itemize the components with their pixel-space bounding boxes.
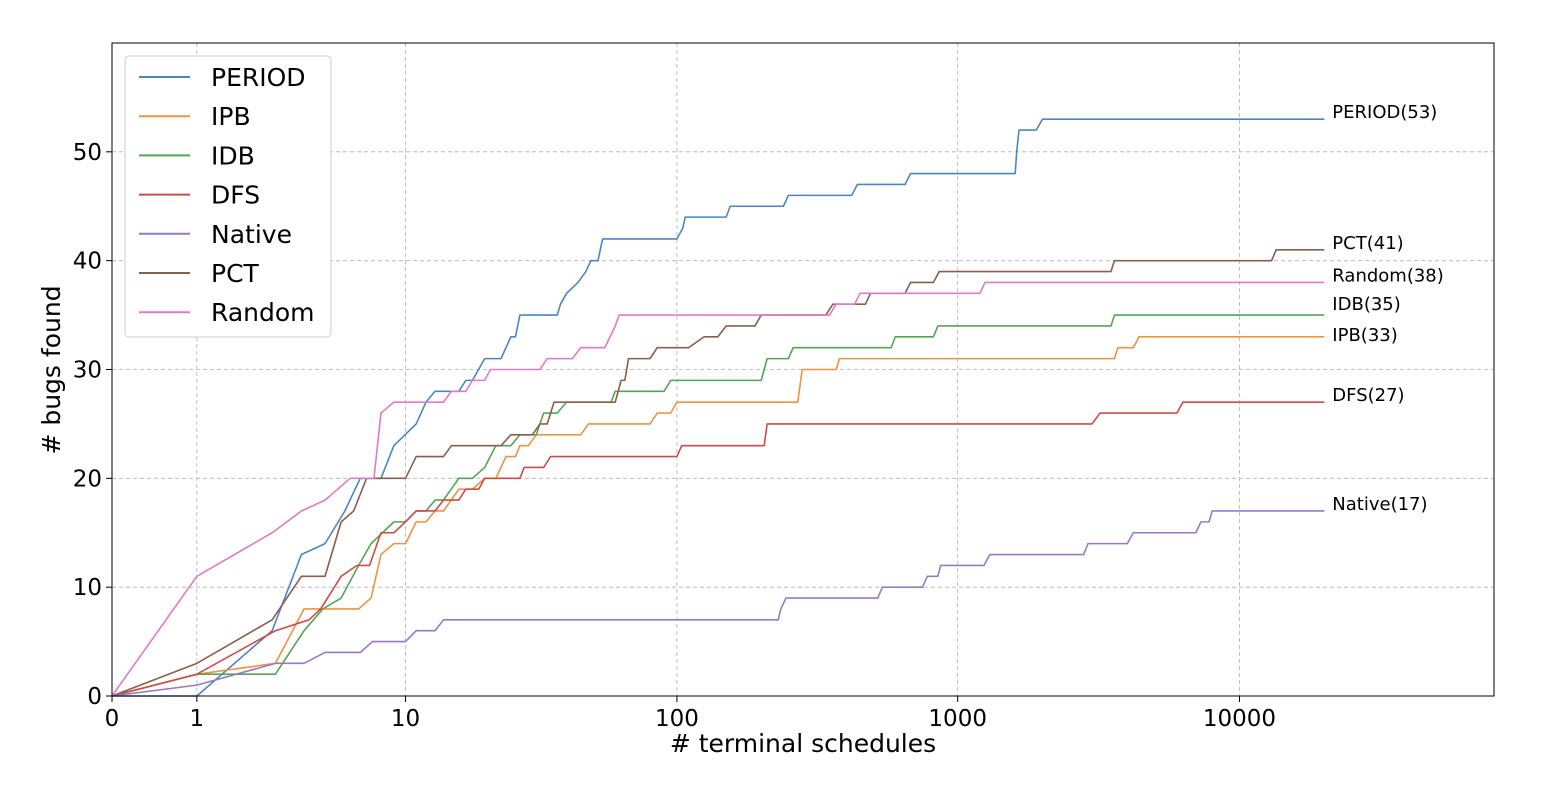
- legend-label-random: Random: [211, 298, 315, 327]
- y-tick-label: 10: [73, 575, 102, 601]
- x-tick-label: 1: [190, 706, 205, 732]
- series-line-native: [111, 510, 1325, 697]
- x-tick-label: 100: [655, 706, 699, 732]
- legend-label-period: PERIOD: [211, 63, 306, 92]
- series-lines: [111, 118, 1325, 697]
- y-tick-label: 20: [73, 466, 102, 492]
- x-tick-label: 1000: [928, 706, 987, 732]
- end-label-period: PERIOD(53): [1332, 102, 1437, 123]
- series-line-dfs: [111, 401, 1325, 697]
- legend-label-pct: PCT: [211, 259, 260, 288]
- series-line-ipb: [111, 336, 1325, 697]
- end-label-random: Random(38): [1332, 265, 1443, 286]
- x-axis-label: # terminal schedules: [670, 729, 936, 758]
- y-axis-label: # bugs found: [37, 285, 66, 454]
- series-line-period: [112, 118, 1325, 697]
- end-label-native: Native(17): [1332, 494, 1427, 515]
- end-label-pct: PCT(41): [1332, 233, 1403, 254]
- end-label-ipb: IPB(33): [1332, 325, 1397, 346]
- end-label-idb: IDB(35): [1332, 294, 1400, 315]
- x-tick-label: 10: [391, 706, 420, 732]
- y-tick-label: 0: [87, 684, 102, 710]
- series-end-labels: PERIOD(53) IPB(33) IDB(35) DFS(27) Native(17…: [1332, 102, 1443, 515]
- legend-box: [124, 55, 332, 338]
- legend: PERIOD IPB IDB DFS Native PCT Random: [124, 55, 332, 338]
- series-line-random: [111, 281, 1325, 697]
- legend-label-idb: IDB: [211, 141, 255, 170]
- series-line-pct: [111, 248, 1325, 697]
- y-tick-label: 50: [73, 140, 102, 166]
- x-tick-label: 10000: [1203, 706, 1276, 732]
- y-tick-label: 40: [73, 249, 102, 275]
- y-tick-label: 30: [73, 358, 102, 384]
- x-tick-label: 0: [105, 706, 120, 732]
- legend-label-native: Native: [211, 220, 292, 249]
- axis-ticks: 0 1 10 100 1000 10000 0 10 20 30 40 50: [73, 140, 1276, 732]
- legend-label-dfs: DFS: [211, 181, 260, 210]
- series-line-idb: [111, 314, 1325, 697]
- end-label-dfs: DFS(27): [1332, 385, 1404, 406]
- legend-label-ipb: IPB: [211, 102, 251, 131]
